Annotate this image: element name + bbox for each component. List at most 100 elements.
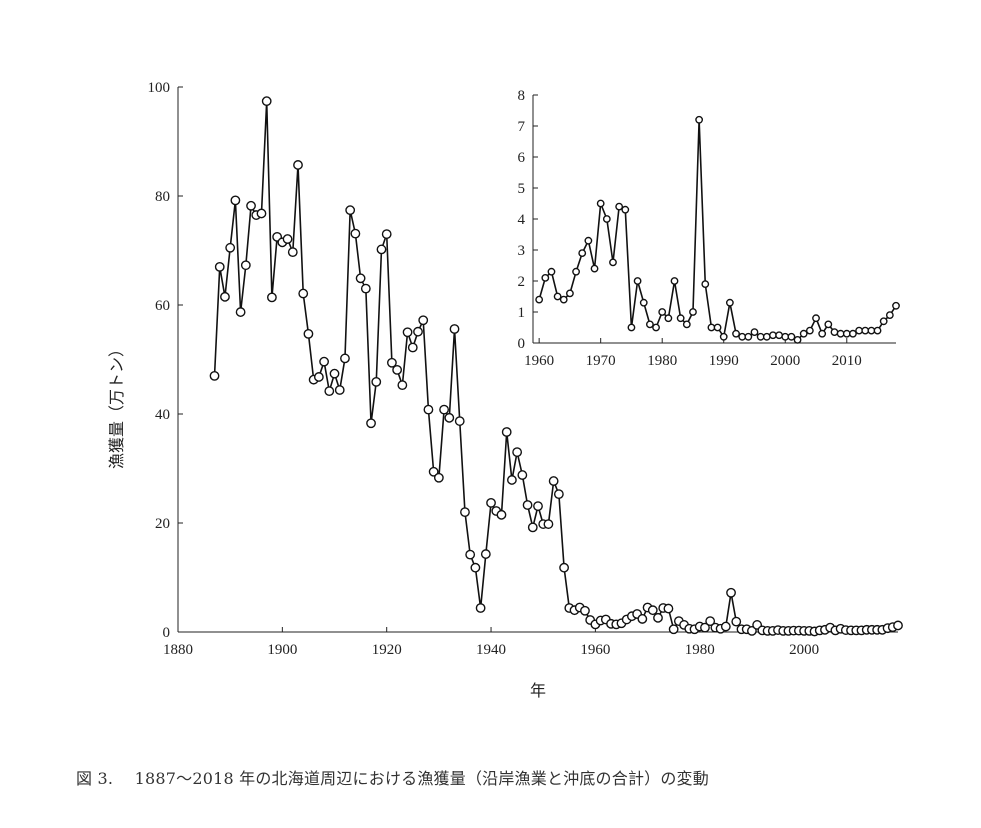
main-data-point — [517, 470, 528, 480]
main-data-point — [747, 626, 757, 636]
main-data-point — [700, 622, 710, 633]
inset-data-point — [541, 273, 550, 282]
inset-x-tick-label: 1980 — [647, 353, 677, 369]
inset-data-point — [658, 308, 667, 316]
main-data-point — [647, 605, 658, 616]
main-data-point — [392, 364, 403, 375]
inset-x-tick-label: 2010 — [832, 353, 862, 369]
inset-y-tick-label: 6 — [518, 150, 526, 166]
main-data-point — [527, 522, 538, 533]
main-data-point — [350, 228, 361, 239]
main-data-point — [340, 353, 350, 364]
inset-data-point — [547, 267, 556, 276]
inset-data-point — [682, 320, 691, 329]
inset-data-point — [590, 264, 599, 273]
inset-data-point — [762, 332, 771, 341]
main-data-point — [345, 205, 356, 216]
inset-data-point — [559, 295, 568, 304]
inset-y-tick-label: 1 — [518, 305, 526, 321]
inset-chart: 0 1 2 3 4 5 6 7 8 1960 1970 1980 1990 2000 2010 — [518, 88, 900, 369]
main-data-point — [580, 605, 590, 616]
main-y-tick-label: 80 — [155, 189, 170, 205]
main-data-point — [366, 418, 376, 429]
inset-data-point — [707, 323, 716, 332]
inset-data-point — [719, 332, 728, 341]
inset-data-point — [633, 277, 642, 285]
inset-data-point — [769, 331, 777, 340]
inset-data-point — [566, 289, 574, 298]
main-x-tick-label: 1920 — [372, 642, 402, 658]
inset-x-tick-label: 1990 — [709, 353, 739, 369]
inset-data-point — [781, 332, 790, 341]
main-data-point — [465, 549, 476, 560]
main-y-tick-label: 0 — [163, 625, 171, 641]
main-data-point — [256, 208, 267, 219]
main-data-point — [387, 357, 397, 368]
main-data-point — [319, 356, 329, 367]
main-data-point — [329, 368, 340, 379]
inset-data-point — [553, 292, 562, 301]
main-y-tick-label: 20 — [155, 516, 170, 532]
main-data-point — [214, 261, 225, 272]
main-data-point — [355, 273, 366, 284]
main-data-point — [548, 476, 559, 486]
main-data-point — [230, 195, 241, 206]
inset-data-point — [738, 332, 747, 341]
inset-data-point — [836, 329, 845, 338]
main-data-point — [313, 372, 324, 382]
main-data-point — [402, 327, 413, 338]
inset-data-point — [602, 215, 611, 223]
inset-data-point — [695, 115, 704, 124]
inset-data-point — [596, 199, 605, 208]
main-data-point — [225, 242, 236, 253]
main-data-point — [287, 247, 298, 258]
main-data-point — [720, 621, 731, 632]
main-data-point — [413, 326, 423, 337]
main-data-point — [507, 475, 517, 485]
inset-data-point — [652, 323, 660, 332]
main-data-point — [235, 307, 246, 317]
inset-series-line — [538, 119, 897, 341]
main-data-point — [533, 501, 543, 512]
main-data-point — [418, 315, 429, 326]
inset-data-point — [873, 326, 882, 335]
main-data-point — [496, 509, 507, 520]
main-data-point — [433, 472, 444, 483]
inset-data-point — [639, 298, 648, 307]
inset-data-point — [609, 258, 617, 267]
main-data-point — [637, 614, 648, 624]
main-data-point — [428, 466, 439, 477]
main-data-point — [460, 507, 470, 517]
main-data-point — [444, 412, 455, 423]
main-x-tick-label: 1900 — [267, 642, 297, 658]
main-x-tick-label: 1980 — [685, 642, 715, 658]
inset-y-tick-label: 3 — [518, 243, 526, 259]
inset-y-tick-label: 8 — [518, 88, 526, 104]
main-data-point — [653, 612, 663, 623]
inset-data-point — [732, 329, 740, 338]
inset-data-point — [627, 323, 636, 332]
main-data-point — [543, 519, 554, 529]
main-y-axis-title: 漁獲量（万トン） — [107, 341, 126, 469]
main-data-point — [512, 447, 523, 458]
inset-y-tick-label: 2 — [518, 274, 526, 290]
inset-data-point — [621, 205, 630, 214]
inset-data-point — [855, 326, 863, 335]
inset-data-point — [885, 311, 894, 319]
main-data-point — [439, 404, 449, 415]
main-data-point — [324, 386, 335, 397]
main-data-point — [220, 291, 230, 302]
inset-data-point — [892, 301, 900, 310]
main-y-tick-label: 40 — [155, 407, 170, 423]
inset-data-point — [787, 332, 796, 341]
inset-data-point — [670, 277, 679, 285]
main-data-point — [501, 427, 512, 437]
main-data-point — [371, 376, 382, 387]
inset-y-tick-label: 7 — [518, 119, 526, 135]
inset-data-point — [799, 329, 808, 338]
inset-data-point — [879, 317, 888, 326]
inset-data-point — [867, 326, 876, 335]
inset-data-point — [713, 323, 722, 332]
